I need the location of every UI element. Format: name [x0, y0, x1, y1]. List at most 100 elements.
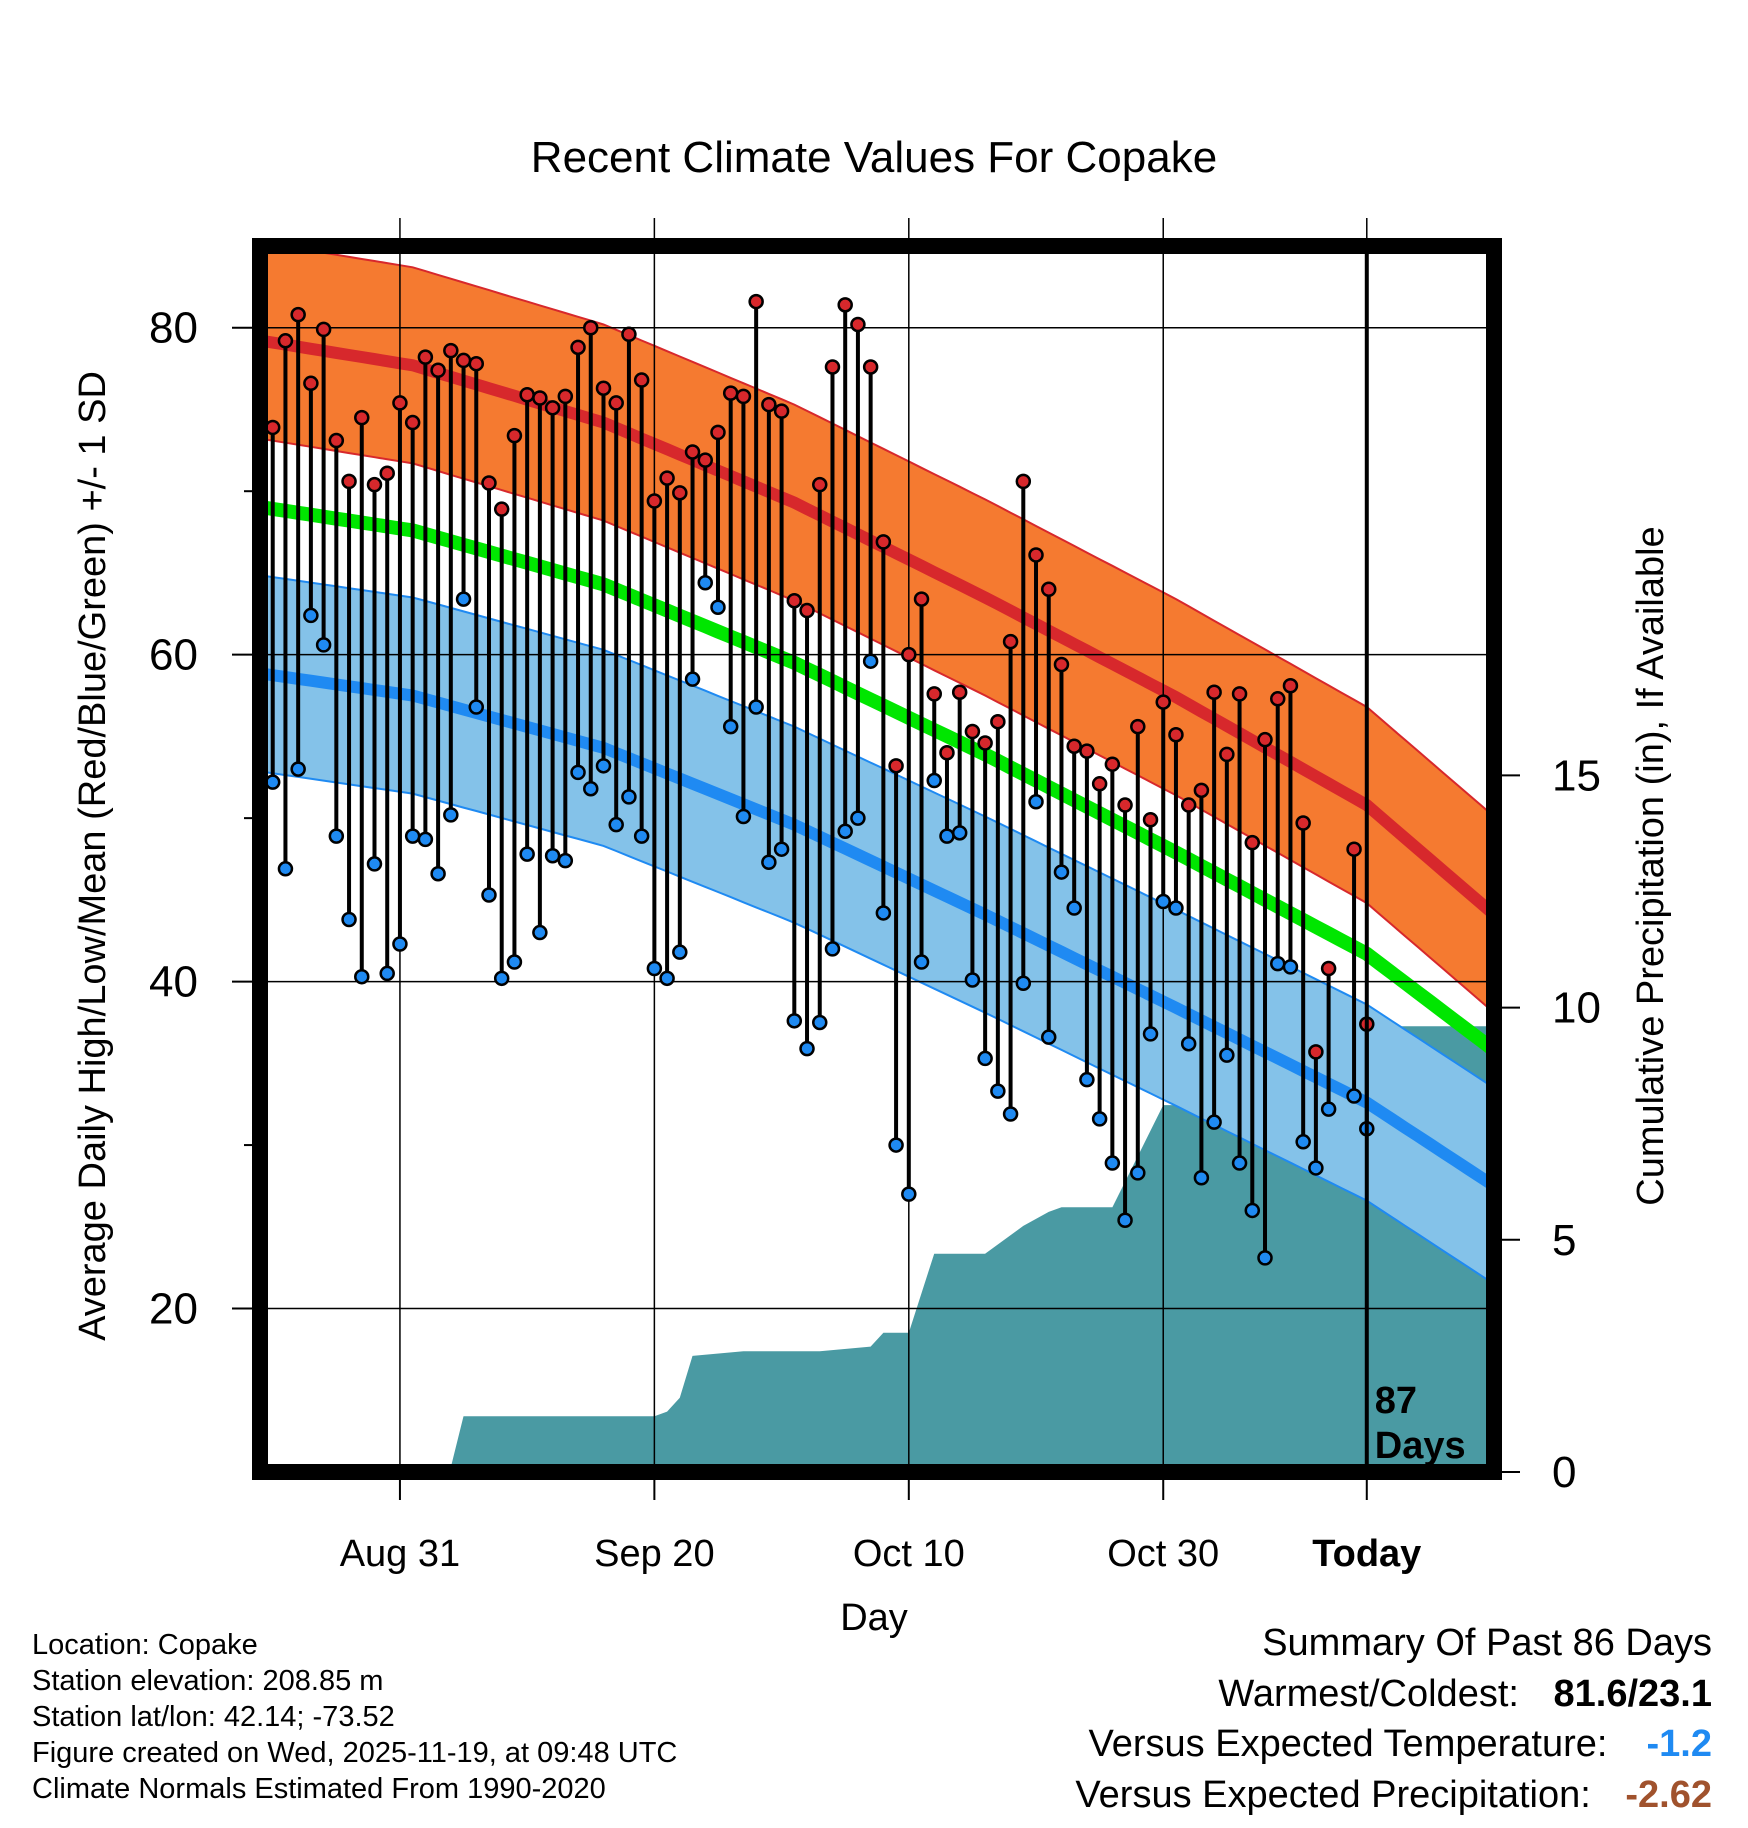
obs-low-point [1308, 1160, 1324, 1176]
obs-high-point [1206, 684, 1222, 701]
temp-value: -1.2 [1646, 1723, 1712, 1765]
obs-high-point [277, 333, 294, 349]
obs-low-point [1295, 1134, 1311, 1150]
obs-high-point [1117, 797, 1133, 813]
obs-high-point [735, 388, 752, 405]
obs-high-point [506, 427, 523, 444]
x-tick-label: Sep 20 [594, 1533, 714, 1575]
x-tick-label: Aug 31 [340, 1533, 460, 1575]
obs-low-point [595, 758, 612, 774]
obs-low-point [1346, 1088, 1362, 1104]
obs-high-point [557, 388, 574, 405]
y-right-tick-label: 5 [1552, 1216, 1576, 1265]
y-axis-right-label: Cumulative Precipitation (in), If Availa… [1630, 526, 1672, 1205]
obs-high-point [748, 293, 764, 310]
obs-low-point [913, 954, 930, 970]
obs-low-point [977, 1050, 993, 1067]
obs-high-point [1066, 738, 1082, 754]
obs-low-point [506, 954, 523, 970]
obs-high-point [722, 385, 739, 401]
obs-low-point [1130, 1165, 1146, 1181]
y-left-tick-label: 80 [149, 304, 198, 353]
obs-low-point [468, 699, 485, 715]
obs-low-point [748, 699, 764, 715]
obs-low-point [672, 944, 688, 960]
x-tick-label: Oct 30 [1107, 1533, 1219, 1575]
obs-high-point [875, 534, 892, 550]
obs-high-point [290, 306, 306, 323]
obs-high-point [824, 359, 841, 375]
obs-high-point [1180, 797, 1197, 813]
obs-low-point [773, 841, 790, 857]
obs-high-point [583, 319, 599, 336]
obs-high-point [710, 424, 726, 441]
obs-low-point [354, 968, 370, 985]
obs-high-point [341, 473, 357, 490]
obs-low-point [277, 861, 294, 877]
obs-high-point [1320, 960, 1337, 977]
obs-high-point [977, 735, 993, 751]
obs-high-point [659, 470, 675, 486]
y-left-tick-label: 20 [149, 1285, 198, 1334]
obs-low-point [1028, 794, 1044, 810]
location-text: Location: Copake [32, 1629, 258, 1661]
obs-low-point [315, 637, 332, 653]
obs-high-point [1104, 756, 1121, 772]
obs-low-point [850, 810, 866, 826]
obs-low-point [1002, 1106, 1019, 1122]
obs-low-point [1155, 893, 1171, 910]
obs-high-point [1295, 815, 1311, 831]
obs-high-point [837, 297, 853, 313]
obs-high-point [1142, 812, 1159, 828]
obs-low-point [1269, 955, 1286, 972]
obs-low-point [621, 789, 637, 805]
obs-high-point [1002, 633, 1019, 650]
obs-low-point [1180, 1035, 1197, 1052]
x-tick-label: Oct 10 [853, 1533, 965, 1575]
obs-low-point [990, 1083, 1006, 1099]
obs-low-point [659, 970, 675, 987]
obs-high-point [430, 362, 446, 378]
obs-low-point [1079, 1071, 1095, 1088]
x-tick-label: Today [1312, 1533, 1421, 1575]
obs-low-point [1320, 1101, 1337, 1117]
obs-high-point [964, 723, 981, 740]
obs-low-point [404, 828, 421, 844]
latlon-text: Station lat/lon: 42.14; -73.52 [32, 1701, 395, 1733]
obs-low-point [710, 599, 726, 616]
obs-low-point [1015, 975, 1032, 991]
obs-high-point [303, 375, 319, 392]
summary-title-text: Summary Of Past 86 Days [1262, 1622, 1712, 1664]
obs-low-point [964, 972, 981, 988]
x-axis-label: Day [840, 1597, 908, 1639]
obs-low-point [557, 852, 574, 869]
obs-high-point [913, 591, 930, 607]
obs-low-point [1219, 1047, 1235, 1063]
summary-warmest-row: Warmest/Coldest: 81.6/23.1 [1218, 1673, 1712, 1716]
summary-precip-row: Versus Expected Precipitation: -2.62 [1075, 1774, 1712, 1817]
obs-low-point [392, 936, 408, 952]
obs-high-point [455, 352, 472, 369]
obs-high-point [443, 342, 459, 359]
station-info: Location: Copake Station elevation: 208.… [32, 1627, 677, 1807]
obs-low-point [761, 854, 777, 871]
obs-high-point [850, 316, 866, 333]
obs-high-point [646, 493, 663, 509]
obs-low-point [1282, 959, 1299, 975]
obs-high-point [608, 395, 624, 411]
obs-low-point [722, 718, 739, 735]
obs-high-point [544, 400, 561, 416]
obs-high-point [1346, 841, 1362, 857]
obs-high-point [1244, 834, 1261, 851]
obs-high-point [939, 744, 955, 761]
obs-high-point [1053, 656, 1070, 673]
warmest-value: 81.6/23.1 [1553, 1673, 1712, 1715]
obs-low-point [341, 911, 357, 928]
obs-high-point [468, 355, 485, 372]
y-right-tick-label: 0 [1552, 1448, 1576, 1497]
obs-high-point [532, 390, 548, 406]
obs-high-point [417, 349, 434, 365]
obs-low-point [1231, 1155, 1248, 1171]
obs-low-point [812, 1014, 828, 1031]
obs-high-point [926, 686, 942, 702]
